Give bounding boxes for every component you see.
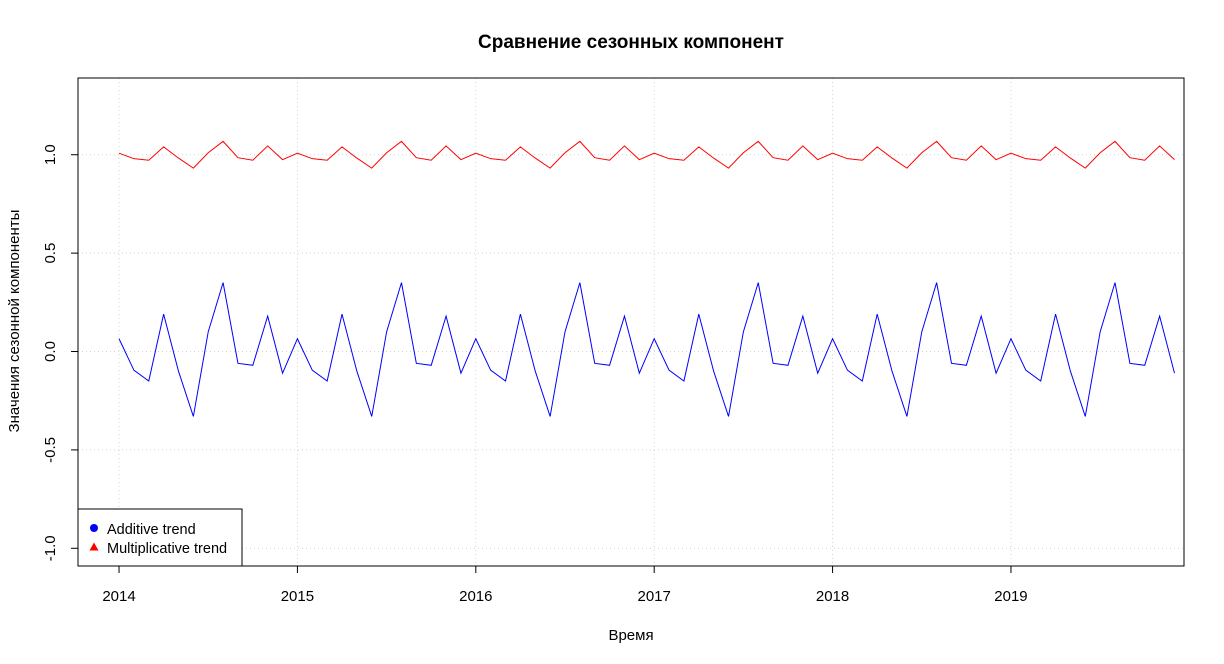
chart-title: Сравнение сезонных компонент xyxy=(478,32,784,53)
y-tick-label: 0.0 xyxy=(42,341,59,362)
legend-label-additive: Additive trend xyxy=(107,522,196,538)
x-tick-label: 2019 xyxy=(994,588,1027,605)
plot-frame xyxy=(77,77,1185,567)
legend-box xyxy=(77,508,243,567)
y-tick-label: 1.0 xyxy=(42,144,59,165)
legend-marker-additive xyxy=(90,524,98,532)
y-axis: -1.0 -0.5 0.0 0.5 1.0 xyxy=(42,144,79,561)
x-tick-label: 2015 xyxy=(281,588,314,605)
x-tick-label: 2016 xyxy=(459,588,492,605)
series-line-multiplicative xyxy=(118,140,1175,169)
x-tick-label: 2014 xyxy=(102,588,135,605)
series-line-additive xyxy=(118,282,1175,417)
y-tick-label: -1.0 xyxy=(42,535,59,561)
grid-lines xyxy=(78,78,1184,566)
y-tick-label: 0.5 xyxy=(42,243,59,264)
legend: Additive trend Multiplicative trend xyxy=(77,508,243,567)
x-axis: 2014 2015 2016 2017 2018 2019 xyxy=(102,565,1028,605)
legend-marker-multiplicative xyxy=(89,542,99,551)
y-axis-title: Значения сезонной компоненты xyxy=(6,210,23,433)
x-tick-label: 2018 xyxy=(816,588,849,605)
y-tick-label: -0.5 xyxy=(42,437,59,463)
x-axis-title: Время xyxy=(608,627,653,644)
x-tick-label: 2017 xyxy=(638,588,671,605)
legend-label-multiplicative: Multiplicative trend xyxy=(107,541,227,557)
series-layer xyxy=(118,140,1175,417)
